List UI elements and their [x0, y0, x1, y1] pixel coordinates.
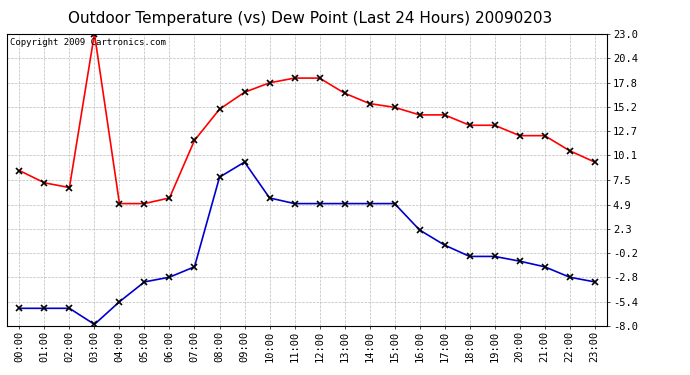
Text: Outdoor Temperature (vs) Dew Point (Last 24 Hours) 20090203: Outdoor Temperature (vs) Dew Point (Last… [68, 11, 553, 26]
Text: Copyright 2009 Cartronics.com: Copyright 2009 Cartronics.com [10, 38, 166, 47]
